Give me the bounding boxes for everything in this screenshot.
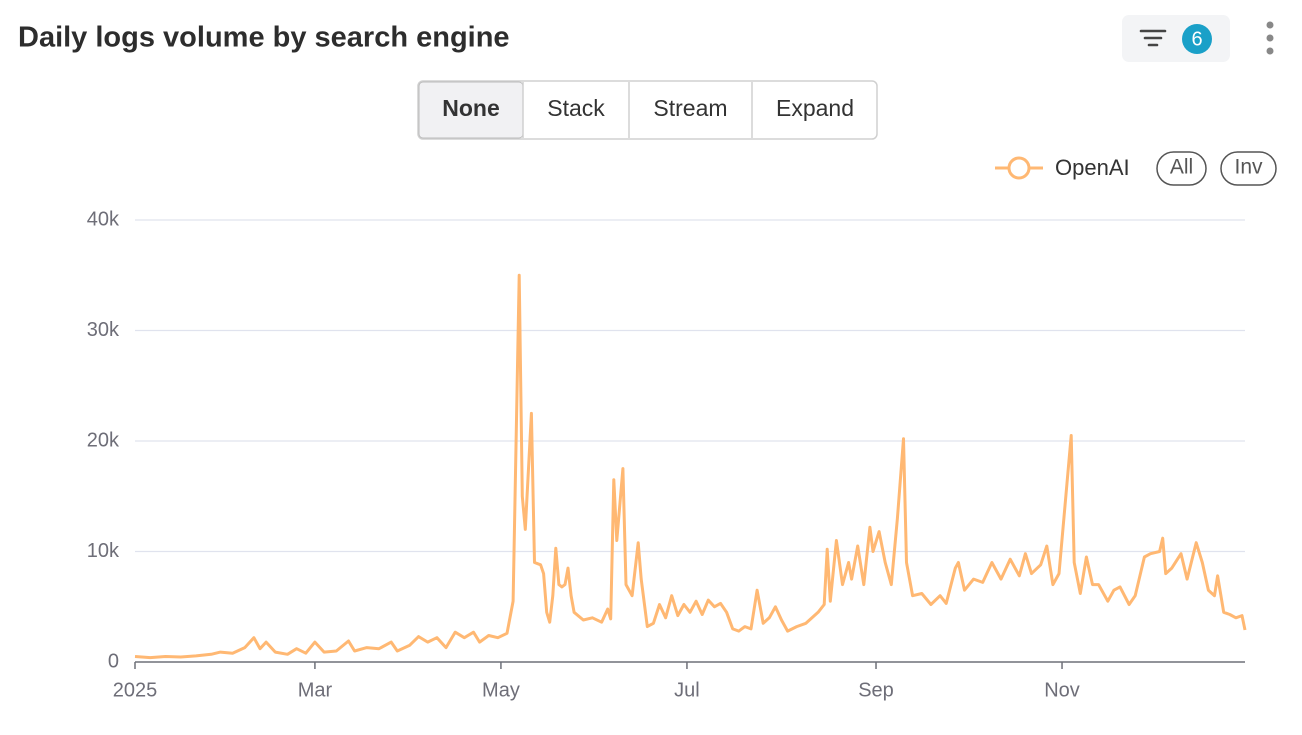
x-tick-label: May [482,679,520,701]
menu-dot[interactable] [1266,21,1274,29]
filter-button[interactable]: 6 [1122,15,1230,62]
legend-marker [1007,156,1031,180]
y-tick-label: 0 [108,650,119,672]
y-tick-label: 40k [87,208,120,230]
x-tick-label: Mar [298,679,333,701]
x-tick-label: 2025 [113,679,158,701]
y-tick-label: 30k [87,319,120,341]
menu-dot[interactable] [1266,47,1274,55]
mode-button[interactable]: None [442,95,500,121]
legend: OpenAI All Inv [995,151,1277,186]
legend-button-border[interactable] [1156,151,1207,186]
mode-button[interactable]: Expand [776,95,854,121]
x-tick-label: Sep [858,679,894,701]
data-line [134,273,1247,660]
mode-button[interactable]: Stream [653,95,727,121]
legend-button[interactable]: All [1170,156,1193,179]
legend-label[interactable]: OpenAI [1055,155,1130,180]
y-tick-label: 10k [87,540,120,562]
menu-button[interactable] [1266,21,1274,55]
chart-title: Daily logs volume by search engine [18,22,510,54]
filter-badge[interactable] [1182,24,1212,54]
x-tick-label: Jul [674,679,700,701]
filter-bg[interactable] [1122,15,1230,62]
mode-toggle: None Stack Stream Expand [417,80,878,140]
menu-dot[interactable] [1266,34,1274,42]
y-tick-label: 20k [87,429,120,451]
mode-toggle-border [417,80,878,140]
mode-button[interactable]: Stack [547,95,605,121]
filter-count[interactable]: 6 [1191,28,1202,50]
filter-icon[interactable] [1139,29,1167,47]
legend-button[interactable]: Inv [1234,156,1263,179]
x-tick-label: Nov [1044,679,1080,701]
legend-button-border[interactable] [1220,151,1277,186]
